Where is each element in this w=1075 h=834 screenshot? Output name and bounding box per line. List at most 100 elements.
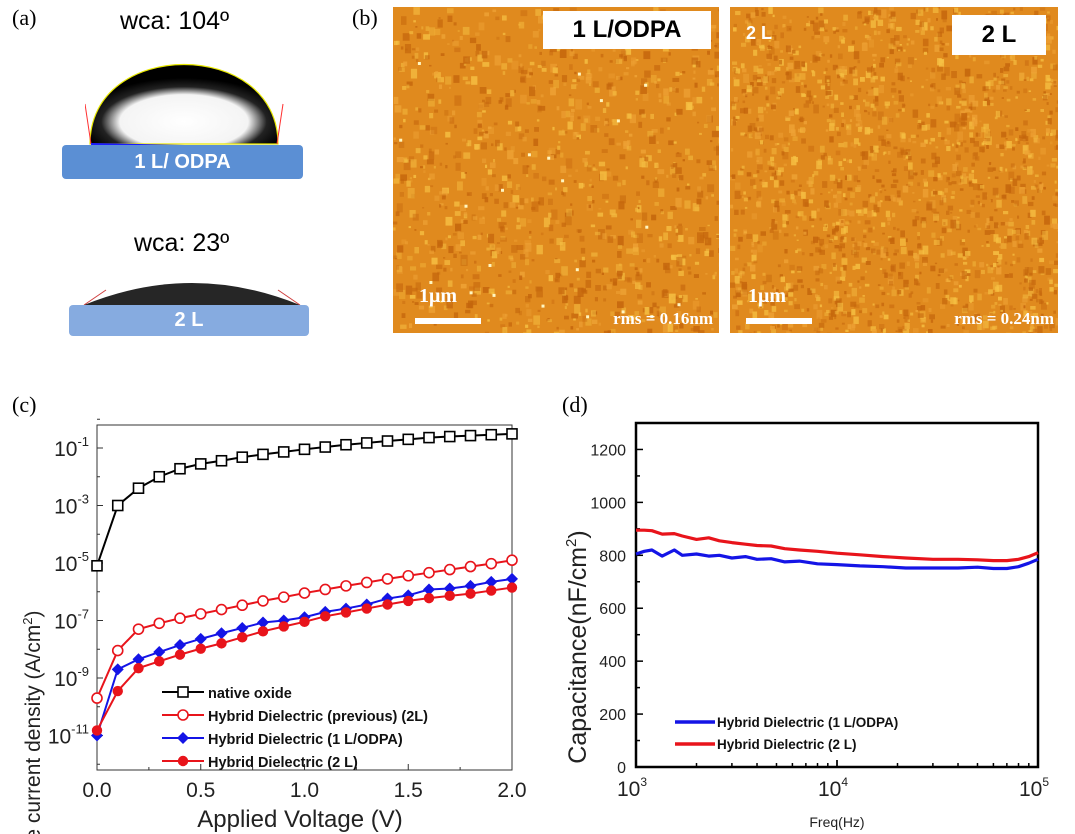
afm-grain (582, 289, 588, 294)
afm-grain (476, 111, 482, 118)
afm-grain (474, 260, 477, 264)
afm-grain (520, 10, 528, 17)
data-point (195, 643, 206, 654)
afm-grain (738, 236, 743, 242)
afm-grain (770, 36, 775, 41)
afm-grain (784, 309, 788, 313)
afm-grain (450, 267, 453, 272)
afm-grain (549, 238, 554, 244)
data-point (257, 448, 269, 461)
afm-grain (956, 142, 961, 146)
afm-grain (1049, 287, 1054, 292)
afm-grain (579, 321, 583, 328)
afm-grain (508, 322, 512, 327)
afm-grain (774, 24, 778, 30)
x-tick-exponent: 4 (841, 775, 848, 789)
afm-grain (905, 156, 909, 159)
afm-grain (641, 161, 648, 168)
afm-grain (663, 88, 669, 96)
afm-grain (598, 207, 602, 210)
afm-grain (411, 55, 415, 59)
afm-grain (858, 142, 861, 146)
afm-grain (893, 252, 897, 256)
afm-grain (791, 174, 798, 180)
afm-grain (894, 41, 900, 45)
afm-grain (716, 145, 719, 156)
afm-grain (554, 258, 561, 264)
afm-grain (1001, 131, 1006, 138)
afm-grain (487, 233, 495, 243)
afm-grain (969, 111, 973, 113)
scale-bar-label: 1μm (419, 285, 457, 307)
afm-grain (1005, 168, 1008, 172)
afm-grain (482, 287, 490, 293)
afm-grain (838, 161, 843, 167)
afm-grain (642, 212, 648, 221)
afm-grain (939, 200, 944, 206)
afm-grain (968, 106, 973, 110)
afm-grain (824, 200, 829, 207)
afm-grain (817, 237, 820, 241)
data-point (340, 580, 352, 592)
afm-grain (1025, 142, 1029, 145)
afm-grain (772, 163, 777, 168)
afm-grain (397, 266, 403, 274)
y-tick-exponent: -7 (77, 607, 89, 622)
afm-grain (981, 269, 985, 275)
afm-grain (812, 174, 815, 177)
afm-grain (836, 298, 842, 308)
afm-grain (740, 108, 745, 114)
afm-grain (995, 193, 1000, 198)
afm-grain (995, 110, 1001, 118)
afm-grain (612, 119, 619, 126)
afm-grain (635, 90, 640, 95)
afm-grain (692, 300, 700, 310)
afm-grain (393, 96, 399, 104)
afm-grain (571, 313, 578, 319)
afm-grain (582, 183, 585, 188)
afm-grain (432, 72, 437, 76)
afm-grain (623, 142, 629, 147)
afm-grain (1027, 166, 1033, 175)
afm-grain (986, 225, 991, 229)
afm-grain (794, 73, 801, 82)
afm-grain (710, 26, 716, 32)
afm-grain (522, 136, 527, 142)
afm-grain (468, 57, 472, 61)
afm-grain (1004, 146, 1008, 151)
afm-grain (794, 60, 801, 70)
afm-grain (480, 232, 483, 236)
afm-grain (863, 229, 867, 233)
afm-grain (806, 16, 809, 18)
afm-grain (668, 52, 671, 56)
afm-grain (852, 249, 857, 255)
afm-grain (899, 289, 904, 296)
afm-grain (841, 322, 845, 325)
afm-grain (998, 80, 1005, 85)
afm-grain (1054, 203, 1058, 207)
afm-grain (555, 279, 558, 282)
afm-grain (871, 66, 875, 72)
afm-grain (748, 133, 753, 139)
afm-grain (974, 270, 981, 279)
afm-grain (868, 150, 874, 157)
afm-grain (499, 317, 503, 321)
afm-grain (507, 174, 511, 179)
afm-grain (873, 63, 876, 68)
afm-grain (876, 9, 882, 16)
afm-grain (961, 113, 968, 121)
afm-grain (714, 216, 718, 221)
afm-grain (992, 325, 998, 330)
afm-grain (769, 228, 774, 233)
legend-item: Hybrid Dielectric (1 L/ODPA) (162, 732, 403, 748)
afm-grain (788, 301, 793, 306)
afm-grain (931, 232, 936, 238)
afm-grain (893, 179, 899, 183)
afm-grain (864, 109, 868, 113)
afm-grain (650, 75, 657, 83)
data-point (215, 627, 228, 640)
afm-grain (946, 323, 950, 327)
afm-particle (492, 293, 496, 297)
afm-grain (659, 306, 666, 317)
afm-grain (973, 152, 978, 156)
